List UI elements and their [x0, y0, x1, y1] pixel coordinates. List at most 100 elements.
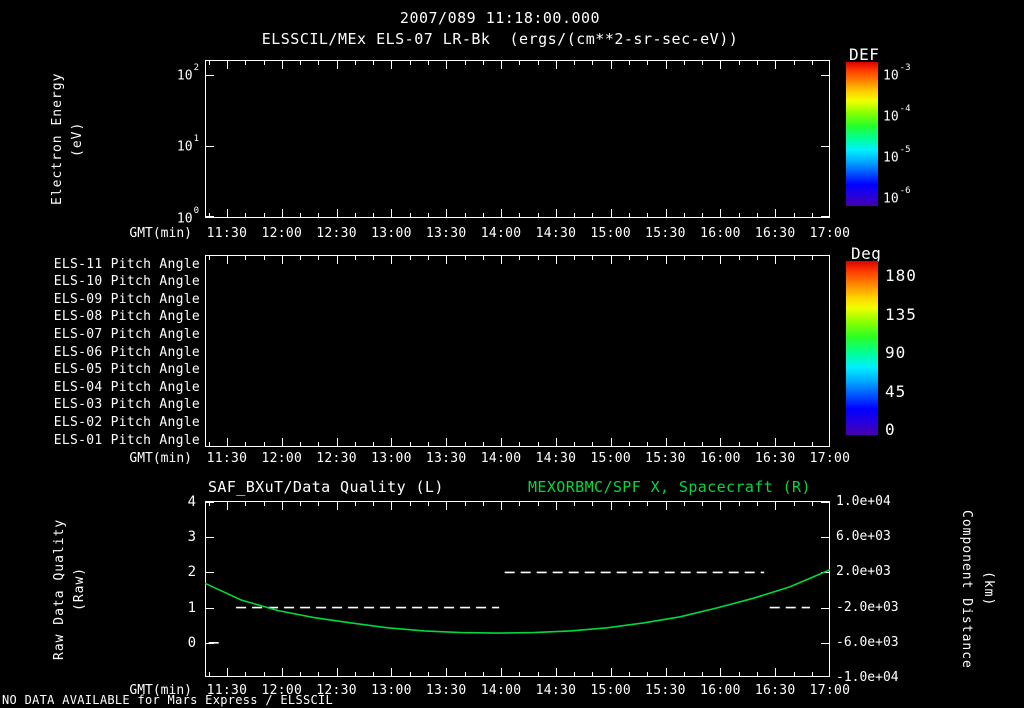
x-axis-tick: [738, 442, 740, 446]
x-axis-tick: [208, 213, 210, 217]
x-axis-tick: [537, 672, 539, 676]
x-axis-tick: [318, 672, 320, 676]
x-axis-tick: [683, 442, 685, 446]
x-axis-tick: [409, 502, 411, 506]
x-axis-tick: [226, 209, 228, 217]
pitch-angle-plot: [205, 255, 830, 447]
x-tick-label: 12:30: [316, 226, 357, 241]
x-axis-tick: [610, 61, 612, 69]
x-tick-label: 15:00: [590, 226, 632, 241]
x-axis-tick: [373, 213, 375, 217]
x-axis-tick: [318, 256, 320, 260]
x-axis-tick: [391, 256, 393, 264]
x-axis-tick: [720, 438, 722, 446]
x-axis-tick: [592, 256, 594, 260]
x-tick-label: 15:30: [645, 226, 686, 241]
quality-right-axis-label: Component Distance: [959, 509, 974, 669]
x-axis-title: GMT(min): [129, 683, 192, 698]
energy-y-tick: 100: [176, 206, 199, 227]
x-axis-tick: [464, 672, 466, 676]
x-axis-tick: [409, 672, 411, 676]
x-axis-tick: [775, 438, 777, 446]
x-axis-tick: [446, 209, 448, 217]
quality-right-tick-label: 2.0e+03: [836, 564, 891, 580]
x-axis-tick: [574, 213, 576, 217]
x-axis-tick: [811, 61, 813, 65]
x-axis-tick: [318, 442, 320, 446]
y-axis-tick: [821, 75, 829, 76]
x-tick-label: 12:00: [261, 683, 303, 698]
x-axis-tick: [226, 668, 228, 676]
x-axis-tick: [537, 213, 539, 217]
x-tick-label: 14:30: [535, 683, 577, 698]
x-axis-tick: [738, 61, 740, 65]
x-axis-tick: [482, 672, 484, 676]
x-axis-tick: [574, 672, 576, 676]
timestamp-title: 2007/089 11:18:00.000: [399, 9, 601, 27]
x-tick-label: 15:30: [645, 683, 686, 698]
quality-right-tick-label: 1.0e+04: [836, 494, 891, 509]
x-axis-tick: [519, 672, 521, 676]
x-axis-tick: [336, 256, 338, 264]
x-axis-tick: [592, 442, 594, 446]
quality-title-left: SAF_BXuT/Data Quality (L): [208, 478, 444, 496]
x-tick-label: 17:00: [809, 451, 851, 466]
x-axis-tick: [683, 502, 685, 506]
y-axis-tick: [206, 146, 214, 147]
x-axis-tick: [482, 213, 484, 217]
x-axis-tick: [756, 502, 758, 506]
x-axis-tick: [464, 256, 466, 260]
x-axis-tick: [793, 213, 795, 217]
x-tick-label: 13:00: [371, 683, 412, 698]
x-axis-tick: [373, 442, 375, 446]
x-axis-tick: [482, 502, 484, 506]
x-axis-tick: [300, 502, 301, 506]
x-axis-tick: [519, 213, 521, 217]
x-tick-label: 16:30: [754, 683, 796, 698]
x-axis-tick: [409, 442, 411, 446]
x-axis-tick: [555, 668, 557, 676]
energy-spectrogram-plot: [205, 60, 830, 218]
x-axis-tick: [300, 442, 301, 446]
x-axis-tick: [373, 61, 375, 65]
x-axis-tick: [263, 213, 265, 217]
x-tick-label: 16:30: [754, 226, 796, 241]
x-axis-tick: [501, 256, 503, 264]
x-axis-tick: [665, 209, 667, 217]
x-axis-tick: [592, 213, 594, 217]
x-axis-tick: [647, 502, 649, 506]
x-axis-tick: [300, 213, 301, 217]
quality-left-axis-unit: (Raw): [72, 566, 87, 612]
x-axis-tick: [300, 672, 301, 676]
x-axis-tick: [720, 61, 722, 69]
x-axis-tick: [354, 213, 356, 217]
x-axis-tick: [464, 213, 466, 217]
x-axis-tick: [226, 438, 228, 446]
x-axis-tick: [446, 61, 448, 69]
def-colorbar-tick: 10-3: [883, 63, 911, 84]
x-axis-tick: [574, 256, 576, 260]
x-axis-tick: [245, 61, 247, 65]
x-axis-tick: [793, 442, 795, 446]
x-axis-tick: [629, 672, 630, 676]
x-axis-tick: [793, 672, 795, 676]
y-axis-tick: [206, 572, 214, 574]
x-axis-tick: [391, 502, 393, 510]
pitch-row-label: ELS-06 Pitch Angle: [53, 344, 200, 360]
plot-title: ELSSCIL/MEx ELS-07 LR-Bk (ergs/(cm**2-sr…: [261, 30, 739, 48]
x-axis-tick: [629, 442, 630, 446]
x-tick-label: 13:30: [425, 451, 467, 466]
x-axis-tick: [629, 61, 630, 65]
x-axis-tick: [245, 256, 247, 260]
x-axis-tick: [354, 61, 356, 65]
x-axis-tick: [263, 256, 265, 260]
energy-y-axis-label: Electron Energy: [50, 72, 65, 206]
x-axis-tick: [446, 502, 448, 510]
x-axis-tick: [610, 502, 612, 510]
pitch-row-label: ELS-09 Pitch Angle: [53, 291, 200, 307]
deg-colorbar: [846, 261, 878, 435]
x-axis-tick: [738, 502, 740, 506]
x-axis-tick: [428, 672, 429, 676]
x-axis-tick: [665, 502, 667, 510]
x-axis-tick: [354, 502, 356, 506]
